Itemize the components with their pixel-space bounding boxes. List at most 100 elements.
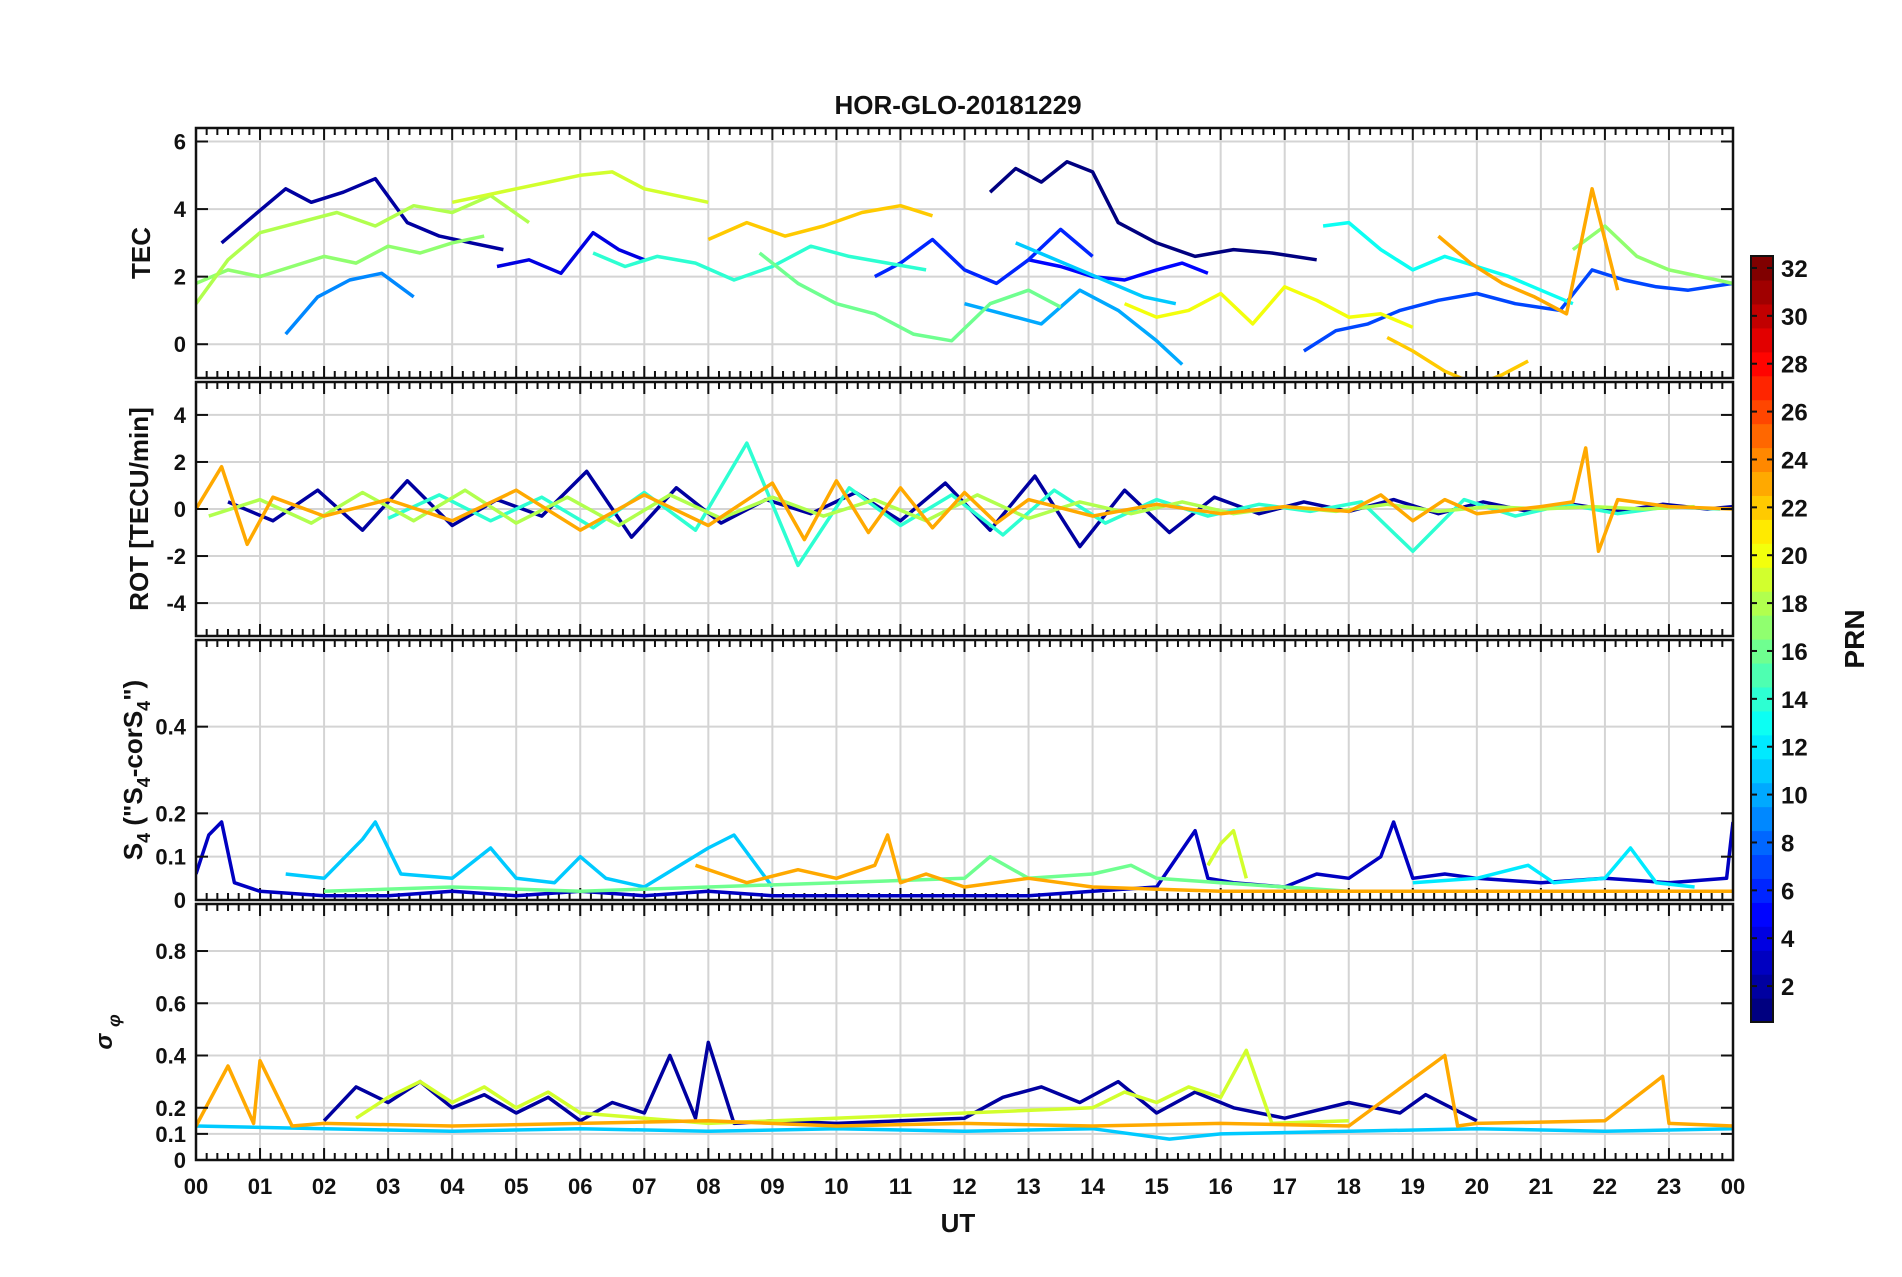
y-axis-label-part: ("S (118, 787, 148, 833)
colorbar-tick-label: 30 (1781, 304, 1808, 331)
colorbar-tick-label: 2 (1781, 974, 1794, 1001)
colorbar-swatch (1751, 519, 1773, 544)
y-tick-label: 0.2 (155, 801, 186, 826)
x-tick-label: 05 (504, 1174, 528, 1199)
y-tick-label: 0 (174, 497, 186, 522)
colorbar-swatch (1751, 279, 1773, 305)
colorbar-tick-label: 16 (1781, 639, 1808, 666)
y-axis-label-part: φ (104, 1014, 124, 1027)
series-line-prn-23 (196, 1053, 1733, 1128)
colorbar-tick-label: 20 (1781, 543, 1808, 570)
series-line-prn-11 (1015, 241, 1177, 306)
colorbar-tick-label: 32 (1781, 256, 1808, 283)
series-line-prn-10 (964, 288, 1184, 366)
colorbar-tick-label: 8 (1781, 830, 1794, 857)
x-tick-label: 15 (1144, 1174, 1168, 1199)
series-line-prn-23 (694, 833, 1733, 894)
panel-frame (194, 638, 1735, 902)
series-line-prn-3 (196, 820, 1733, 898)
series-line-prn-19 (1206, 828, 1248, 879)
colorbar-tick-label: 26 (1781, 400, 1808, 427)
series-line-prn-1 (988, 160, 1317, 262)
y-axis-label: σ φ (91, 1014, 124, 1050)
x-tick-label: 08 (696, 1174, 720, 1199)
colorbar-tick-label: 10 (1781, 783, 1808, 810)
colorbar-swatch (1751, 495, 1773, 520)
x-tick-label: 01 (248, 1174, 272, 1199)
y-tick-label: 2 (174, 450, 186, 475)
panel-frame (194, 126, 1735, 380)
colorbar-swatch (1751, 998, 1773, 1023)
panel-s4: 00.10.20.4S4 ("S4-corS4") (118, 638, 1735, 913)
colorbar-swatch (1751, 902, 1773, 927)
series-line-prn-19 (451, 170, 709, 205)
x-tick-label: 23 (1657, 1174, 1681, 1199)
y-tick-label: 0 (174, 332, 186, 357)
x-tick-label: 20 (1465, 1174, 1489, 1199)
series-line-prn-11 (196, 1124, 1733, 1141)
series-line-prn-5 (1028, 258, 1209, 282)
x-tick-label: 04 (440, 1174, 465, 1199)
colorbar-tick-label: 12 (1781, 735, 1808, 762)
x-tick-labels: 00 01 02 03 04 05 06 07 08 09 10 11 12 13 14 15 16 17 18 19… (184, 1174, 1745, 1199)
y-axis-label: TEC (126, 227, 156, 279)
y-tick-label: 0 (174, 888, 186, 913)
colorbar-tick-label: 4 (1781, 926, 1795, 953)
colorbar-swatch (1751, 662, 1773, 688)
panel-series (196, 441, 1733, 568)
colorbar-swatch (1751, 782, 1773, 808)
colorbar-swatch (1751, 830, 1773, 856)
colorbar-swatch (1751, 878, 1773, 903)
y-tick-label: 4 (174, 197, 187, 222)
colorbar-swatch (1751, 974, 1773, 999)
colorbar-swatch (1751, 351, 1773, 377)
series-line-prn-13 (1322, 220, 1574, 306)
colorbar-swatch (1751, 447, 1773, 473)
y-tick-label: 0.2 (155, 1096, 186, 1121)
y-tick-label: -4 (166, 591, 186, 616)
series-line-prn-23 (196, 446, 1733, 554)
series-line-prn-7 (1302, 268, 1733, 353)
panel-sigma: 00.10.2 0.4 0.6 0.8 σ φ (91, 902, 1735, 1173)
x-tick-label: 14 (1080, 1174, 1105, 1199)
y-axis-label-part: 4 (134, 833, 154, 843)
y-axis-label-part: -corS (118, 711, 148, 777)
y-tick-label: 0.4 (155, 715, 186, 740)
y-tick-label: 2 (174, 265, 186, 290)
colorbar-swatch (1751, 567, 1773, 592)
colorbar-swatch (1751, 375, 1773, 401)
y-axis-label-part: 4 (134, 701, 154, 711)
series-line-prn-11 (285, 820, 774, 889)
x-tick-label: 03 (376, 1174, 400, 1199)
x-tick-label: 10 (824, 1174, 848, 1199)
colorbar-swatch (1751, 615, 1773, 640)
colorbar-tick-label: 18 (1781, 591, 1808, 618)
colorbar-swatch (1751, 854, 1773, 879)
colorbar-swatch (1751, 399, 1773, 425)
series-line-prn-14 (592, 244, 927, 282)
x-tick-label: 21 (1529, 1174, 1553, 1199)
colorbar-swatch (1751, 806, 1773, 832)
x-tick-label: 16 (1208, 1174, 1232, 1199)
colorbar-swatch (1751, 639, 1773, 664)
series-line-prn-6 (873, 227, 1094, 286)
colorbar-swatch (1751, 543, 1773, 568)
colorbar-swatch (1751, 926, 1773, 951)
series-line-prn-17 (1571, 224, 1733, 286)
x-tick-label: 00 (184, 1174, 208, 1199)
series-line-prn-22 (707, 203, 934, 242)
chart-title: HOR-GLO-20181229 (834, 90, 1081, 120)
y-axis-label-part: 4 (134, 777, 154, 787)
x-tick-label: 22 (1593, 1174, 1617, 1199)
colorbar-label: PRN (1839, 609, 1870, 668)
x-tick-label: 06 (568, 1174, 592, 1199)
x-tick-label: 19 (1401, 1174, 1425, 1199)
colorbar-swatch (1751, 758, 1773, 784)
series-line-prn-18 (196, 193, 531, 305)
x-tick-label: 17 (1272, 1174, 1296, 1199)
colorbar-swatch (1751, 950, 1773, 975)
y-axis-label: ROT [TECU/min] (124, 407, 154, 611)
x-tick-label: 13 (1016, 1174, 1040, 1199)
